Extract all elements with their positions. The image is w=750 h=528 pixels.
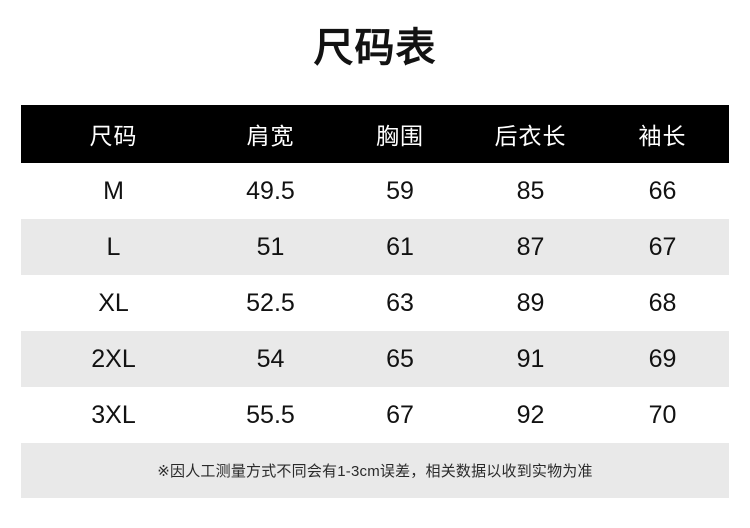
cell-back-length: 91 [516,344,545,373]
table-row: 2XL 54 65 91 69 [21,331,729,387]
page-title: 尺码表 [313,26,437,70]
cell-chest: 61 [386,232,414,261]
cell-chest: 67 [386,400,414,429]
table-row: 3XL 55.5 67 92 70 [21,387,729,443]
cell-chest: 59 [386,176,414,205]
table-body: M 49.5 59 85 66 L 51 61 87 67 XL 52.5 63… [21,163,729,443]
cell-sleeve: 68 [648,288,677,317]
table-header: 尺码 肩宽 胸围 后衣长 袖长 [21,105,729,163]
cell-chest: 65 [386,344,414,373]
cell-sleeve: 67 [648,232,677,261]
table-row: L 51 61 87 67 [21,219,729,275]
cell-back-length: 89 [516,288,545,317]
cell-shoulder: 51 [256,232,285,261]
cell-sleeve: 66 [648,176,677,205]
cell-shoulder: 54 [256,344,285,373]
cell-shoulder: 52.5 [246,288,295,317]
table-header-row: 尺码 肩宽 胸围 后衣长 袖长 [21,105,729,163]
column-header-chest: 胸围 [376,123,424,149]
cell-back-length: 85 [516,176,545,205]
cell-back-length: 87 [516,232,545,261]
size-chart-table: 尺码 肩宽 胸围 后衣长 袖长 M 49.5 59 85 66 L 51 61 … [21,105,729,443]
table-row: XL 52.5 63 89 68 [21,275,729,331]
cell-sleeve: 69 [648,344,677,373]
column-header-shoulder: 肩宽 [246,123,295,149]
cell-size: 2XL [91,344,136,373]
footnote-text: ※因人工测量方式不同会有1-3cm误差，相关数据以收到实物为准 [157,463,593,480]
cell-size: XL [98,288,129,317]
cell-shoulder: 55.5 [246,400,295,429]
table-row: M 49.5 59 85 66 [21,163,729,219]
footnote-band: ※因人工测量方式不同会有1-3cm误差，相关数据以收到实物为准 [21,443,729,498]
cell-size: 3XL [91,400,136,429]
cell-chest: 63 [386,288,414,317]
column-header-size: 尺码 [89,123,138,149]
cell-size: L [106,232,121,261]
cell-sleeve: 70 [648,400,677,429]
cell-size: M [103,176,124,205]
column-header-sleeve: 袖长 [638,123,687,149]
cell-back-length: 92 [516,400,545,429]
cell-shoulder: 49.5 [246,176,295,205]
column-header-back-length: 后衣长 [494,123,567,149]
